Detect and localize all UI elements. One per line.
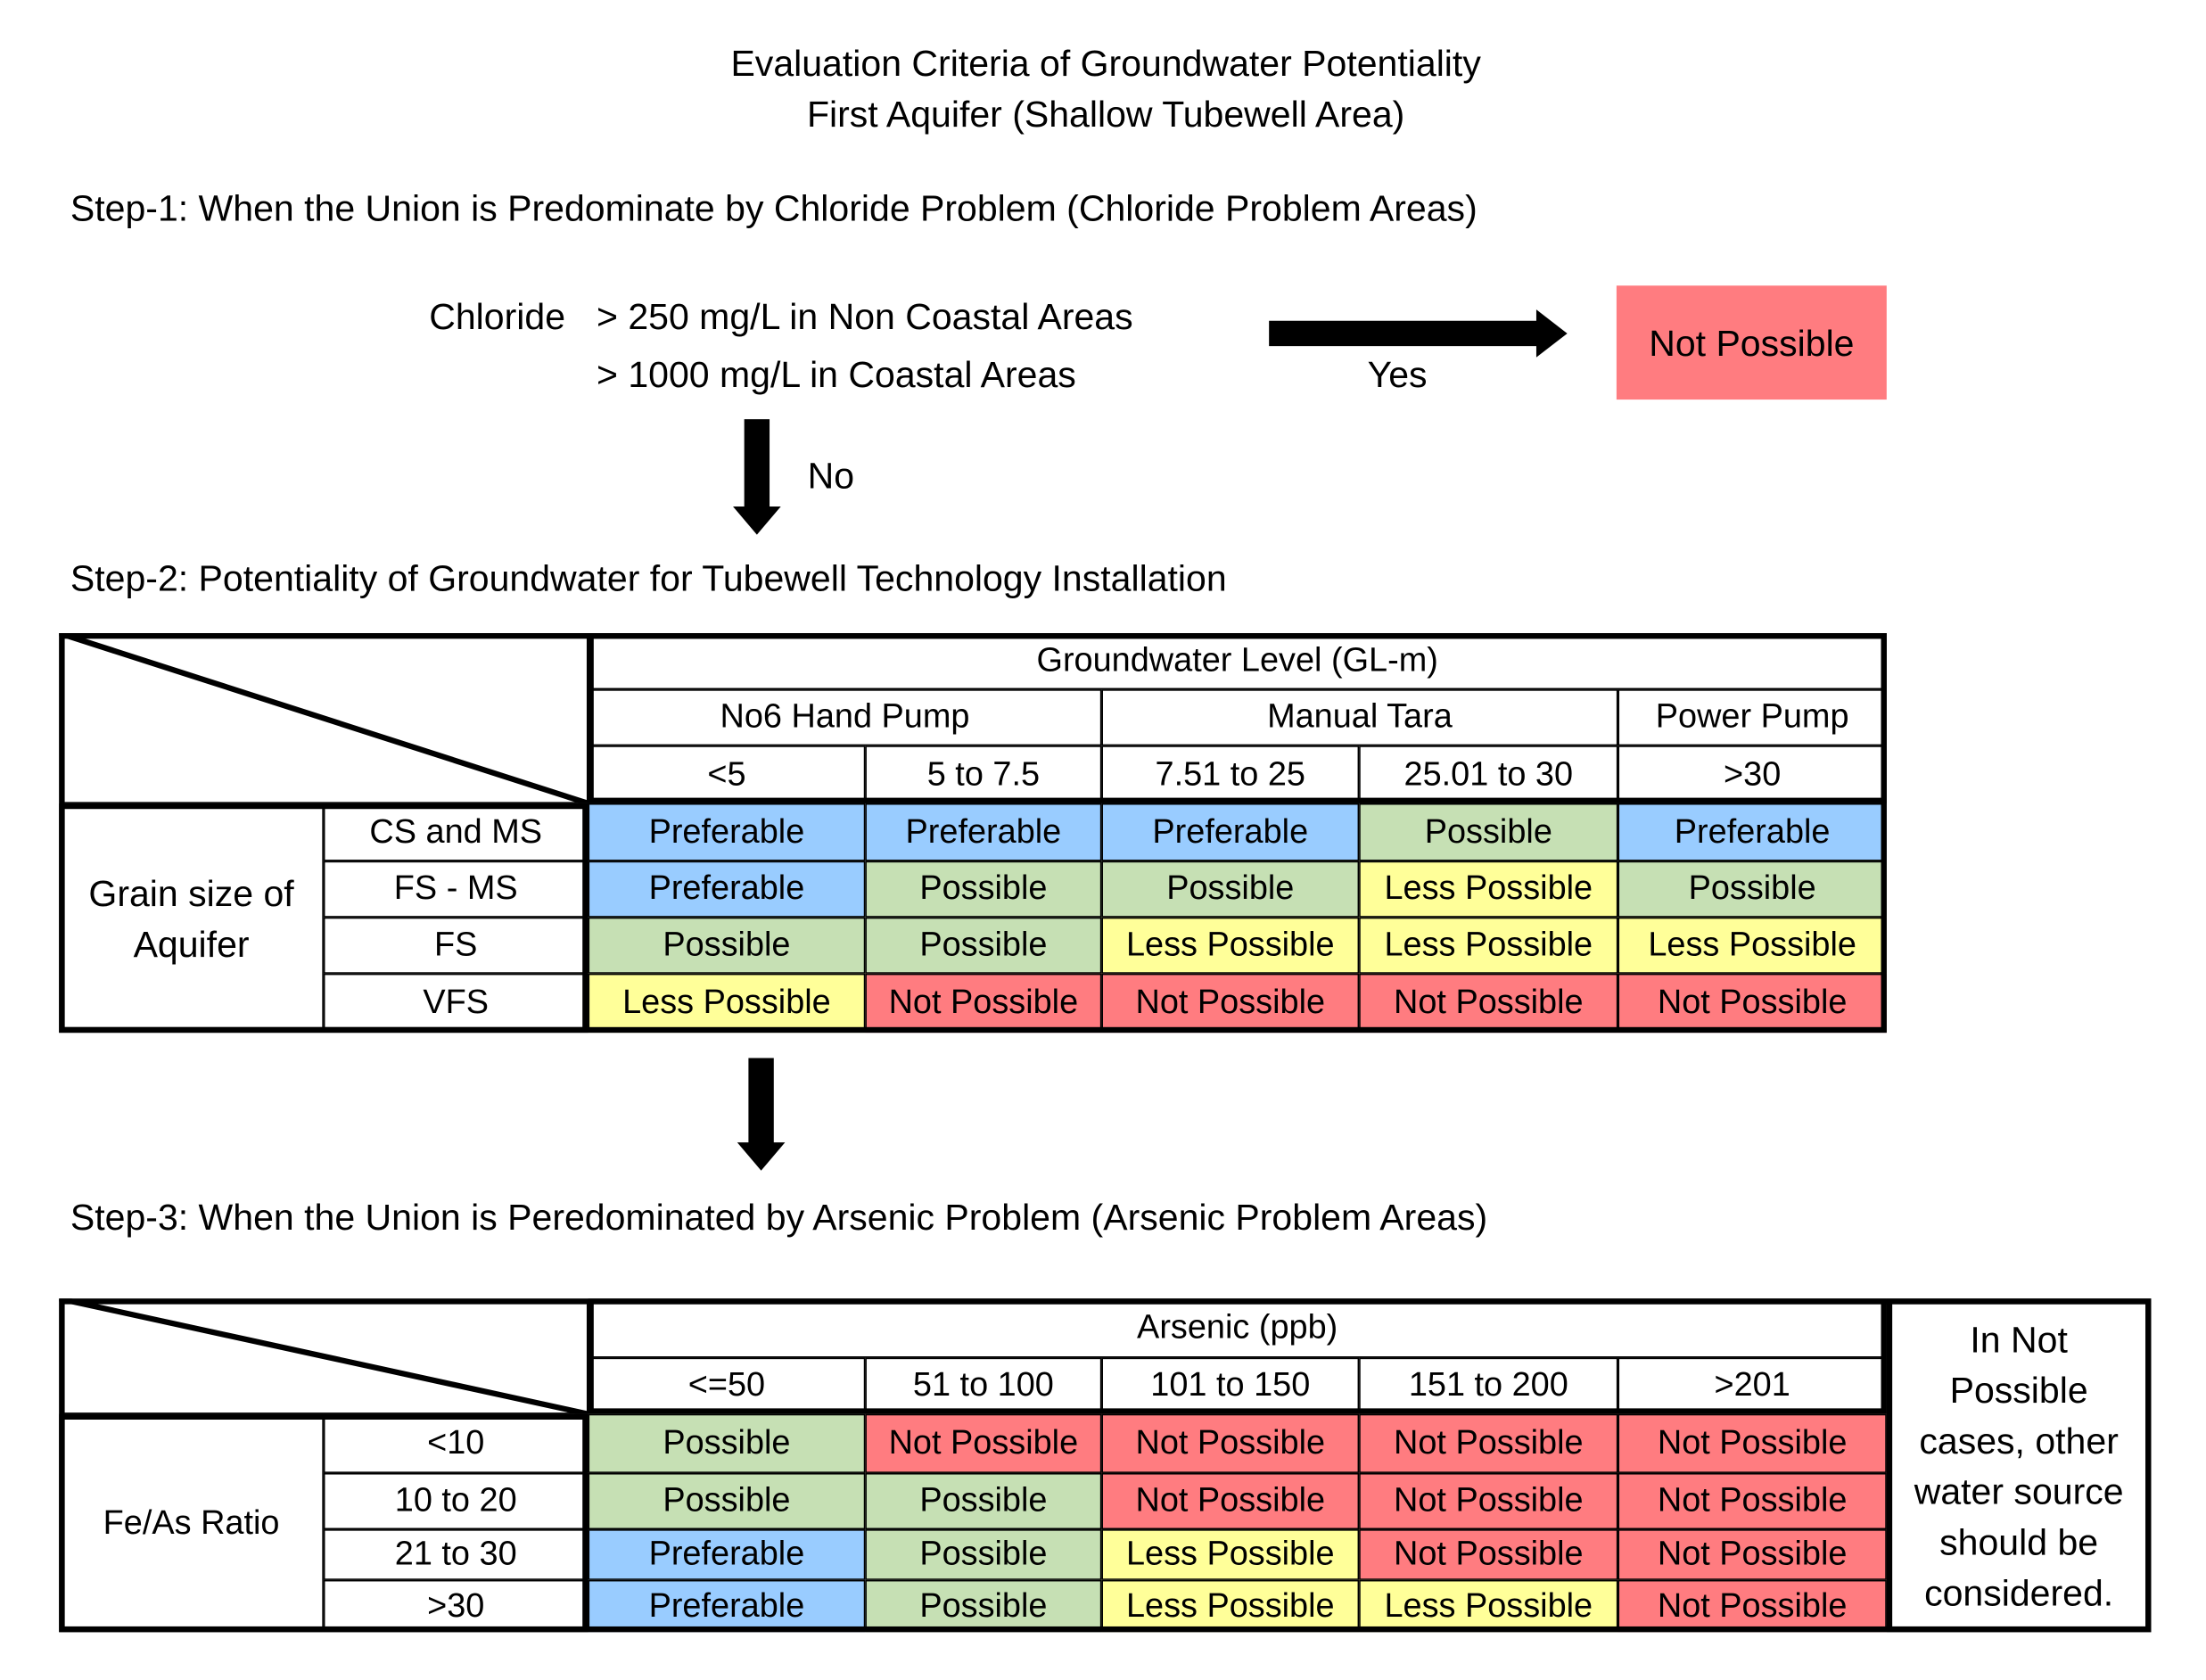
group-header: Power Pump — [1617, 689, 1887, 746]
no-label: No — [807, 454, 855, 497]
row-label: >30 — [323, 1579, 589, 1633]
column-header: 25.01 to 30 — [1359, 745, 1618, 803]
row-group-label: Fe/As Ratio — [59, 1413, 324, 1633]
note-cell: In Not Possible cases, other water sourc… — [1886, 1298, 2152, 1633]
arrow-down-icon — [733, 419, 781, 535]
table-cell: Less Possible — [1359, 861, 1618, 918]
row-label: <10 — [323, 1413, 589, 1473]
table-cell: Preferable — [588, 1579, 866, 1633]
chloride-condition-2: > 1000 mg/L in Coastal Areas — [596, 353, 1076, 396]
column-header: >30 — [1617, 745, 1887, 803]
table-cell: Preferable — [865, 803, 1102, 861]
column-header: >201 — [1617, 1357, 1887, 1414]
table-cell: Less Possible — [1617, 917, 1887, 974]
not-possible-result: Not Possible — [1616, 285, 1887, 400]
table-cell: Possible — [865, 1529, 1102, 1580]
table-cell: Not Possible — [1359, 1529, 1618, 1580]
arrow-right-icon — [1269, 309, 1568, 358]
column-header: 7.51 to 25 — [1101, 745, 1360, 803]
table-cell: Less Possible — [1101, 1529, 1360, 1580]
column-header: <=50 — [588, 1357, 866, 1414]
row-label: CS and MS — [323, 803, 589, 861]
table-cell: Not Possible — [1359, 1413, 1618, 1473]
table-cell: Not Possible — [1617, 1529, 1887, 1580]
groundwater-level-header: Groundwater Level (GL-m) — [588, 633, 1887, 690]
table-cell: Less Possible — [1101, 917, 1360, 974]
group-header: No6 Hand Pump — [588, 689, 1102, 746]
table-cell: Less Possible — [1359, 917, 1618, 974]
chloride-label: Chloride — [429, 295, 566, 338]
table-cell: Preferable — [588, 803, 866, 861]
table-cell: Not Possible — [865, 1413, 1102, 1473]
table-cell: Possible — [1359, 803, 1618, 861]
column-header: 101 to 150 — [1101, 1357, 1360, 1414]
column-header: 151 to 200 — [1359, 1357, 1618, 1414]
table-cell: Less Possible — [588, 973, 866, 1034]
table-cell: Possible — [1617, 861, 1887, 918]
table-cell: Not Possible — [1101, 973, 1360, 1034]
table-cell: Less Possible — [1101, 1579, 1360, 1633]
table-cell: Possible — [865, 1579, 1102, 1633]
column-header: 5 to 7.5 — [865, 745, 1102, 803]
arsenic-header: Arsenic (ppb) — [588, 1298, 1887, 1358]
row-label: FS - MS — [323, 861, 589, 918]
row-label: 21 to 30 — [323, 1529, 589, 1580]
table-cell: Not Possible — [1617, 973, 1887, 1034]
table-cell: Not Possible — [1359, 973, 1618, 1034]
table-cell: Not Possible — [1101, 1472, 1360, 1530]
arrow-down-icon — [737, 1058, 786, 1171]
row-label: 10 to 20 — [323, 1472, 589, 1530]
table-cell: Not Possible — [865, 973, 1102, 1034]
table-cell: Not Possible — [1101, 1413, 1360, 1473]
title-line-1: Evaluation Criteria of Groundwater Poten… — [730, 42, 1481, 85]
group-header: Manual Tara — [1101, 689, 1618, 746]
title-line-2: First Aquifer (Shallow Tubewell Area) — [806, 93, 1405, 136]
table-cell: Preferable — [588, 1529, 866, 1580]
table-cell: Possible — [588, 1472, 866, 1530]
step3-heading: Step-3: When the Union is Peredominated … — [70, 1196, 1488, 1239]
step1-heading: Step-1: When the Union is Predominate by… — [70, 186, 1478, 230]
table-cell: Preferable — [1101, 803, 1360, 861]
column-header: 51 to 100 — [865, 1357, 1102, 1414]
chloride-condition-1: > 250 mg/L in Non Coastal Areas — [596, 295, 1133, 338]
table-cell: Possible — [865, 917, 1102, 974]
column-header: <5 — [588, 745, 866, 803]
table-cell: Preferable — [1617, 803, 1887, 861]
step2-heading: Step-2: Potentiality of Groundwater for … — [70, 556, 1227, 600]
row-label: FS — [323, 917, 589, 974]
table-cell: Possible — [588, 917, 866, 974]
table-cell: Not Possible — [1617, 1413, 1887, 1473]
row-group-label: Grain size of Aquifer — [59, 803, 324, 1034]
table-cell: Possible — [865, 861, 1102, 918]
table-cell: Not Possible — [1617, 1579, 1887, 1633]
table-cell: Less Possible — [1359, 1579, 1618, 1633]
table-cell: Possible — [1101, 861, 1360, 918]
table-cell: Possible — [865, 1472, 1102, 1530]
table-cell: Preferable — [588, 861, 866, 918]
yes-label: Yes — [1367, 353, 1428, 396]
corner-diagonal-line — [59, 633, 589, 803]
row-label: VFS — [323, 973, 589, 1034]
table-cell: Possible — [588, 1413, 866, 1473]
table-cell: Not Possible — [1617, 1472, 1887, 1530]
table-cell: Not Possible — [1359, 1472, 1618, 1530]
corner-diagonal-line — [59, 1298, 589, 1414]
